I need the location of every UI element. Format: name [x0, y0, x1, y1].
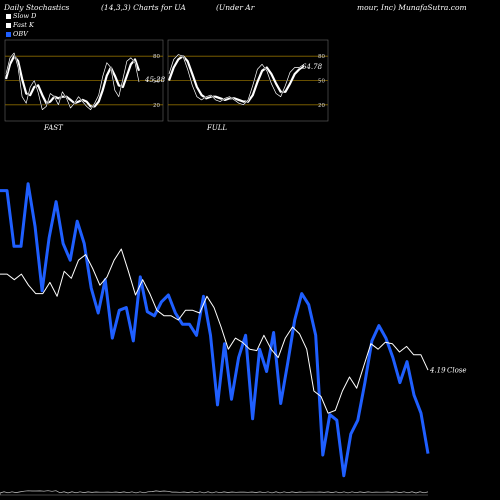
full-fast-k-line: [168, 54, 305, 106]
fast-slow-d-line: [4, 55, 141, 108]
legend-swatch-obv: [6, 31, 11, 37]
obv-series-line: [0, 182, 430, 478]
fast-panel-label: FAST: [43, 124, 64, 132]
full-tick-label-20: 20: [318, 103, 325, 109]
full-slow-d-line: [167, 55, 305, 103]
legend-slow-d: Slow D: [6, 12, 36, 20]
full-panel-label: FULL: [206, 124, 227, 132]
full-fast-k-outline: [168, 53, 305, 106]
chart-title-right-a: (Under Ar: [216, 3, 255, 12]
close-last-value-label: 4.19: [429, 367, 446, 375]
full-tick-label-80: 80: [318, 54, 325, 60]
chart-title-mid: (14,3,3) Charts for UA: [101, 3, 186, 12]
legend-swatch-slow-d: [6, 13, 11, 19]
legend-swatch-fast-k: [6, 22, 11, 28]
volume-strip: [0, 490, 429, 496]
legend-obv: OBV: [6, 30, 28, 38]
fast-tick-label-20: 20: [153, 103, 160, 109]
legend-label-slow-d: Slow D: [13, 12, 37, 20]
fast-tick-label-80: 80: [153, 54, 160, 60]
legend-label-fast-k: Fast K: [13, 21, 34, 29]
fast-fast-k-line: [5, 52, 140, 111]
full-last-value-label: 64.78: [302, 63, 323, 71]
legend-label-obv: OBV: [13, 30, 28, 38]
close-series-name-label: Close: [447, 367, 467, 375]
fast-last-value-label: 45.28: [144, 76, 166, 84]
legend-fast-k: Fast K: [6, 21, 34, 29]
full-tick-label-50: 50: [318, 79, 325, 85]
fast-tick-label-50: 50: [153, 79, 160, 85]
volume-strip-line: [0, 490, 429, 495]
chart-title-left: Daily Stochastics: [4, 3, 70, 12]
chart-title-right-b: mour, Inc) MunafaSutra.com: [357, 3, 467, 12]
close-series-line: [0, 248, 429, 414]
